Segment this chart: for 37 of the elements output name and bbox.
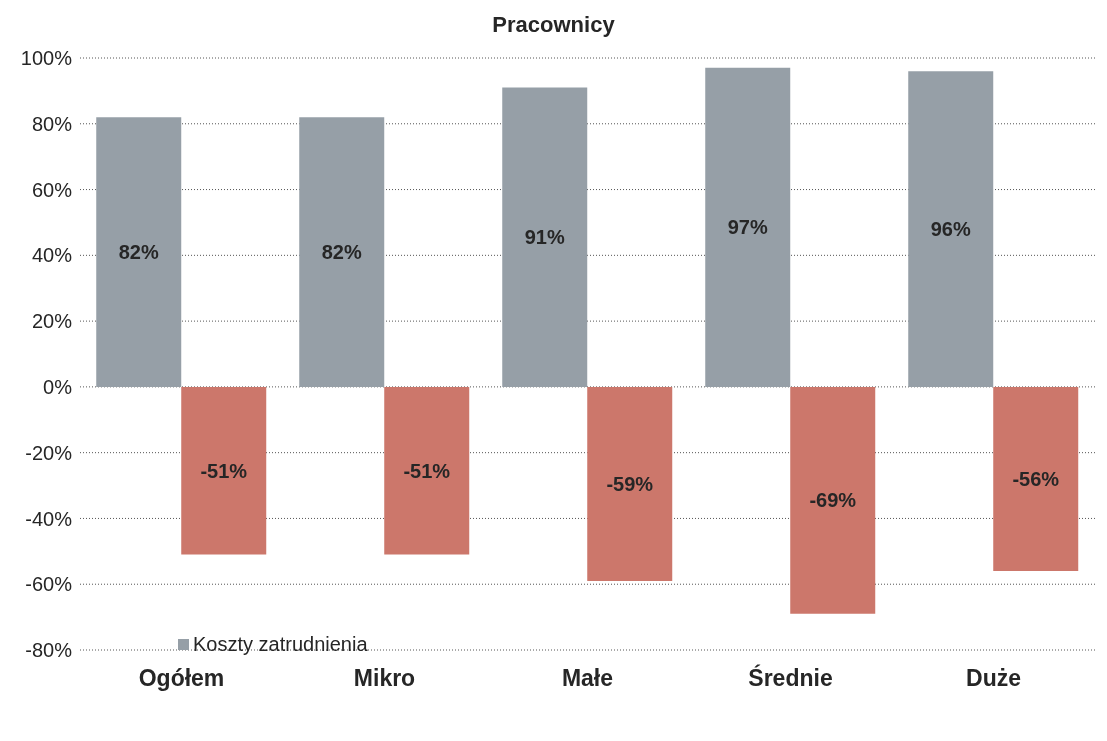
data-label: -51% xyxy=(403,459,451,482)
data-label: 97% xyxy=(727,216,768,239)
x-tick-label: Ogółem xyxy=(138,665,225,692)
bar xyxy=(993,386,1079,572)
bar xyxy=(181,386,267,555)
x-tick-label: Średnie xyxy=(748,664,833,692)
chart-title: Pracownicy xyxy=(491,12,616,38)
data-label: -59% xyxy=(606,472,654,495)
bar xyxy=(587,386,673,581)
data-label: 96% xyxy=(930,218,971,241)
y-tick-label: 20% xyxy=(31,310,73,333)
data-label: -51% xyxy=(200,459,248,482)
data-label: -69% xyxy=(809,489,857,512)
y-tick-label: 40% xyxy=(31,244,73,267)
bar xyxy=(705,67,791,387)
bar xyxy=(502,87,588,387)
y-tick-label: 0% xyxy=(43,375,73,398)
y-tick-label: 100% xyxy=(20,47,73,70)
y-tick-label: -40% xyxy=(25,507,73,530)
y-tick-label: -20% xyxy=(25,441,73,464)
x-tick-label: Duże xyxy=(966,665,1021,692)
y-tick-label: -80% xyxy=(25,639,73,662)
bar xyxy=(384,386,470,555)
y-tick-label: 80% xyxy=(31,112,73,135)
data-label: 82% xyxy=(321,241,362,264)
bar xyxy=(908,71,994,387)
y-tick-label: 60% xyxy=(31,178,73,201)
bar xyxy=(96,117,182,387)
data-label: 91% xyxy=(524,226,565,249)
bar xyxy=(790,386,876,614)
x-tick-label: Małe xyxy=(561,665,614,692)
data-label: -56% xyxy=(1012,467,1060,490)
data-label: 82% xyxy=(118,241,159,264)
legend-label: Koszty zatrudnienia xyxy=(192,633,368,656)
y-tick-label: -60% xyxy=(25,573,73,596)
x-tick-label: Mikro xyxy=(353,665,416,692)
bar xyxy=(299,117,385,387)
